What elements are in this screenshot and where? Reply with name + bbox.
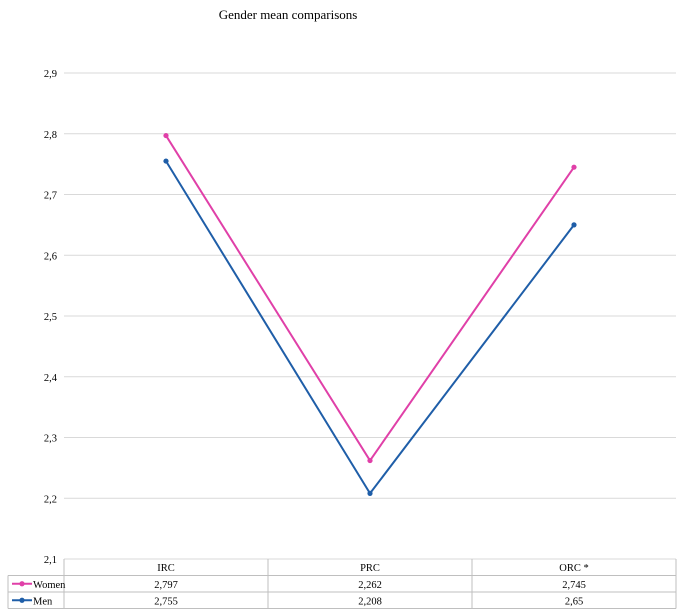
series-line — [165, 135, 575, 463]
series-lines — [163, 132, 577, 496]
y-axis-ticks: 2,1 2,2 2,3 2,4 2,5 2,6 2,7 2,8 2,9 — [44, 69, 58, 566]
legend-key-marker — [19, 597, 25, 603]
y-tick-label: 2,5 — [44, 312, 57, 323]
data-point — [163, 132, 169, 139]
y-tick-label: 2,1 — [44, 555, 57, 566]
data-label: 2,745 — [562, 580, 586, 591]
y-tick-label: 2,4 — [44, 373, 58, 384]
y-tick-label: 2,2 — [44, 494, 57, 505]
data-point — [571, 222, 577, 228]
data-label: 2,208 — [358, 596, 382, 607]
data-point — [163, 158, 169, 164]
data-label: 2,797 — [154, 580, 178, 591]
y-tick-label: 2,9 — [44, 69, 57, 80]
data-point — [571, 164, 577, 170]
legend-key-marker — [19, 581, 25, 587]
data-table: IRC PRC ORC * Women 2,797 2,262 2,745 Men 2,755 2… — [7, 559, 677, 609]
x-tick-label: IRC — [157, 563, 175, 574]
chart-title: Gender mean comparisons — [219, 7, 358, 22]
data-label: 2,262 — [358, 580, 382, 591]
y-tick-label: 2,6 — [44, 251, 57, 262]
legend-label: Men — [33, 596, 53, 607]
gridlines — [64, 72, 676, 560]
x-tick-label: PRC — [360, 563, 380, 574]
y-tick-label: 2,3 — [44, 434, 57, 445]
y-tick-label: 2,7 — [44, 191, 57, 202]
x-tick-label: ORC * — [559, 563, 588, 574]
data-label: 2,65 — [565, 596, 583, 607]
data-point — [367, 457, 373, 464]
data-label: 2,755 — [154, 596, 178, 607]
y-tick-label: 2,8 — [44, 130, 57, 141]
series-line — [165, 160, 575, 496]
legend-label: Women — [33, 580, 66, 591]
data-point — [367, 490, 373, 496]
